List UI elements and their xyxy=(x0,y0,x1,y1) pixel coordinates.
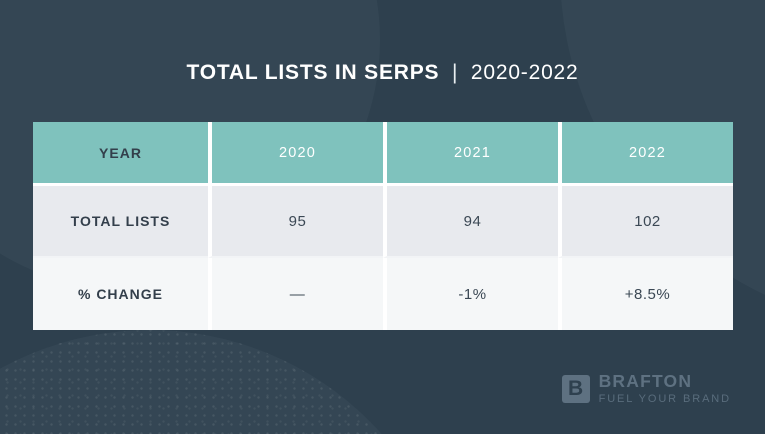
brafton-brand-name: BRAFTON xyxy=(598,371,693,391)
brafton-tagline: FUEL YOUR BRAND xyxy=(598,392,731,405)
percent-change-2022: +8.5% xyxy=(558,258,733,330)
title-main: TOTAL LISTS IN SERPS xyxy=(186,61,440,84)
header-cell-2022: 2022 xyxy=(558,122,733,186)
percent-change-2021: -1% xyxy=(383,258,558,330)
header-cell-2020: 2020 xyxy=(208,122,383,186)
decorative-circle-bottom-left xyxy=(0,330,460,434)
total-lists-2020: 95 xyxy=(208,186,383,258)
brafton-logo-icon: B xyxy=(561,374,590,403)
title-period: 2020-2022 xyxy=(470,61,579,84)
row-label-total-lists: TOTAL LISTS xyxy=(33,186,208,258)
percent-change-2020: — xyxy=(208,258,383,330)
header-cell-year: YEAR xyxy=(33,122,208,186)
brafton-logo: B BRAFTON FUEL YOUR BRAND xyxy=(561,371,731,405)
title-separator: | xyxy=(451,61,459,84)
serp-lists-table: YEAR 2020 2021 2022 TOTAL LISTS 95 94 10… xyxy=(33,122,733,330)
total-lists-2021: 94 xyxy=(383,186,558,258)
total-lists-2022: 102 xyxy=(558,186,733,258)
header-cell-2021: 2021 xyxy=(383,122,558,186)
row-label-percent-change: % CHANGE xyxy=(33,258,208,330)
page-title: TOTAL LISTS IN SERPS | 2020-2022 xyxy=(0,61,765,85)
brafton-logo-text: BRAFTON FUEL YOUR BRAND xyxy=(598,371,731,405)
